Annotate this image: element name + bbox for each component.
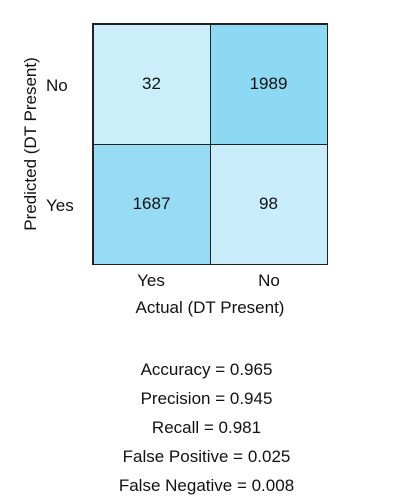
column-label-yes: Yes [137, 271, 165, 290]
matrix-cell-predicted-no-actual-yes: 32 [92, 23, 211, 145]
matrix-cell-predicted-no-actual-no: 1989 [209, 23, 328, 145]
metric-false-negative: False Negative = 0.008 [118, 476, 295, 495]
metric-precision: Precision = 0.945 [140, 389, 273, 408]
metric-false-positive: False Positive = 0.025 [122, 447, 291, 466]
x-axis-title: Actual (DT Present) [135, 298, 285, 317]
column-label-no: No [258, 271, 280, 290]
metric-recall: Recall = 0.981 [151, 418, 262, 437]
row-label-no: No [46, 76, 68, 95]
row-label-yes: Yes [46, 196, 74, 215]
matrix-cell-predicted-yes-actual-yes: 1687 [92, 143, 211, 265]
confusion-matrix: 32 1989 1687 98 [92, 23, 328, 265]
matrix-cell-predicted-yes-actual-no: 98 [209, 143, 328, 265]
y-axis-title-text: Predicted (DT Present) [21, 57, 40, 231]
metrics-list: Accuracy = 0.965 Precision = 0.945 Recal… [0, 355, 413, 500]
metric-accuracy: Accuracy = 0.965 [140, 360, 273, 379]
